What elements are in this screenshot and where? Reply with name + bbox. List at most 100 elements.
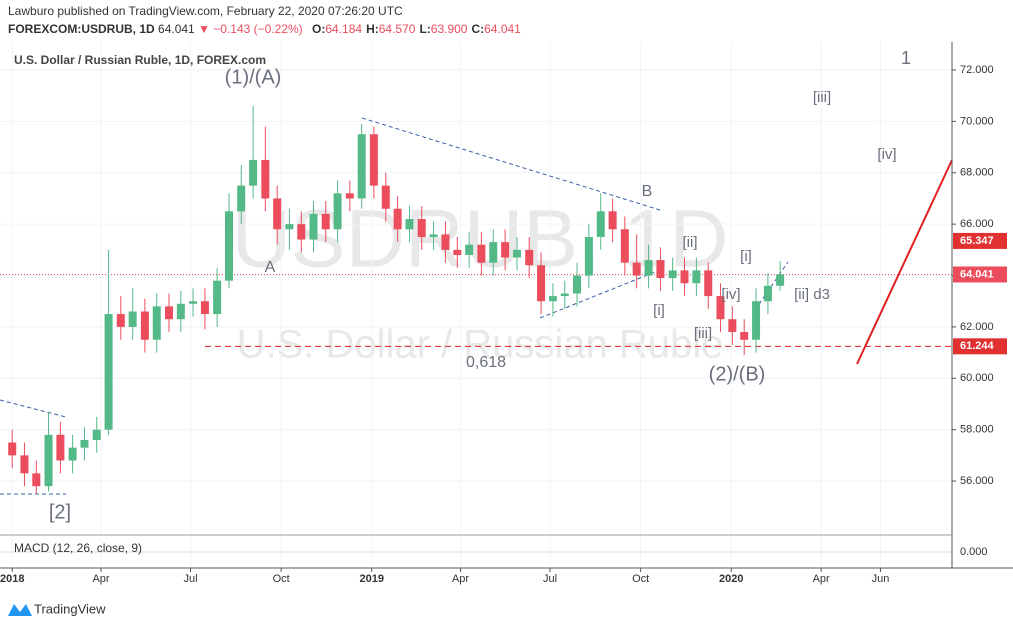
candle-body bbox=[56, 434, 65, 461]
price-label: 61.244 bbox=[960, 340, 995, 352]
y-tick-label: 58.000 bbox=[960, 424, 994, 436]
candle-body bbox=[369, 134, 378, 186]
y-tick-label: 62.000 bbox=[960, 321, 994, 333]
candle-body bbox=[213, 280, 222, 315]
wave-label: A bbox=[265, 259, 276, 276]
candle-body bbox=[321, 213, 330, 230]
wave-label: [ii] d3 bbox=[794, 286, 830, 303]
candle-body bbox=[249, 159, 258, 186]
change: ▼ −0.143 (−0.22%) bbox=[198, 22, 303, 36]
candle-body bbox=[584, 236, 593, 276]
y-tick-label: 70.000 bbox=[960, 115, 994, 127]
candle-body bbox=[512, 249, 521, 258]
ohlc-key: L: bbox=[419, 22, 430, 36]
price-label-box bbox=[953, 338, 1007, 355]
symbol-line: FOREXCOM:USDRUB, 1D 64.041 ▼ −0.143 (−0.… bbox=[8, 22, 521, 36]
candle-body bbox=[405, 219, 414, 230]
candle-body bbox=[740, 332, 749, 340]
price-label-box bbox=[953, 232, 1007, 249]
x-tick-label: Apr bbox=[452, 573, 469, 585]
x-tick-label: Jul bbox=[184, 573, 198, 585]
y-tick-label: 60.000 bbox=[960, 372, 994, 384]
candle-body bbox=[393, 208, 402, 230]
candle-body bbox=[80, 439, 89, 448]
candle-body bbox=[596, 211, 605, 237]
candle-body bbox=[200, 301, 209, 315]
candle-body bbox=[44, 434, 53, 487]
candle-body bbox=[333, 193, 342, 230]
ohlc-key: O: bbox=[312, 22, 325, 36]
x-tick-label: Oct bbox=[273, 573, 290, 585]
publisher: Lawburo published on TradingView.com, Fe… bbox=[8, 4, 403, 18]
candle-body bbox=[104, 314, 113, 430]
y-tick-label: 72.000 bbox=[960, 64, 994, 76]
candle-body bbox=[285, 224, 294, 230]
candle-body bbox=[560, 293, 569, 297]
candle-body bbox=[501, 242, 510, 258]
candle-body bbox=[465, 244, 474, 255]
wave-label: 0,618 bbox=[466, 354, 506, 371]
price-label: 65.347 bbox=[960, 235, 994, 247]
candle-body bbox=[692, 270, 701, 284]
price-label-box bbox=[953, 266, 1007, 283]
candle-body bbox=[297, 224, 306, 240]
wave-label: [i] bbox=[653, 302, 665, 319]
candle-body bbox=[668, 270, 677, 279]
x-tick-label: Apr bbox=[92, 573, 109, 585]
candle-body bbox=[261, 159, 270, 199]
wave-label: (2)/(B) bbox=[709, 363, 766, 385]
candle-body bbox=[656, 260, 665, 279]
x-tick-label: Apr bbox=[813, 573, 830, 585]
ohlc-value: 64.041 bbox=[484, 22, 521, 36]
x-tick-label: Oct bbox=[632, 573, 649, 585]
ohlc-value: 64.184 bbox=[325, 22, 362, 36]
x-tick-label: 2018 bbox=[0, 573, 24, 585]
candle-body bbox=[763, 285, 772, 302]
candle-body bbox=[632, 262, 641, 276]
candle-body bbox=[128, 311, 137, 327]
candle-body bbox=[176, 303, 185, 320]
watermark: USDRUB, 1D bbox=[232, 194, 729, 285]
candle-body bbox=[680, 270, 689, 284]
candle-body bbox=[237, 185, 246, 212]
candle-body bbox=[225, 211, 234, 281]
candle-body bbox=[716, 296, 725, 320]
candle-body bbox=[345, 193, 354, 199]
candle-body bbox=[548, 296, 557, 302]
macd-tick-label: 0.000 bbox=[960, 546, 988, 558]
footer: TradingView bbox=[34, 601, 106, 616]
candle-body bbox=[776, 274, 785, 286]
candle-body bbox=[116, 314, 125, 327]
candle-body bbox=[273, 198, 282, 230]
plot: USDRUB, 1D U.S. Dollar / Russian Ruble (1)… bbox=[0, 42, 953, 568]
wave-label: [iii] bbox=[813, 89, 831, 106]
ohlc-value: 64.570 bbox=[379, 22, 416, 36]
wave-label: [iii] bbox=[694, 325, 712, 342]
candle-body bbox=[8, 442, 17, 456]
wave-label: (1)/(A) bbox=[225, 66, 282, 88]
candle-body bbox=[441, 234, 450, 250]
trend-line bbox=[361, 117, 661, 211]
candle-body bbox=[32, 473, 41, 487]
wave-label: [iv] bbox=[721, 286, 740, 303]
candle-body bbox=[309, 213, 318, 240]
x-tick-label: 2020 bbox=[719, 573, 743, 585]
wave-label: [2] bbox=[49, 501, 71, 523]
candle-body bbox=[189, 301, 198, 304]
candle-body bbox=[537, 265, 546, 302]
candle-body bbox=[140, 311, 149, 340]
symbol: FOREXCOM:USDRUB, 1D bbox=[8, 22, 155, 36]
candle-body bbox=[620, 229, 629, 263]
candle-body bbox=[68, 447, 77, 461]
candle-body bbox=[752, 301, 761, 340]
ohlc-key: C: bbox=[471, 22, 484, 36]
candle-body bbox=[92, 429, 101, 440]
candle-body bbox=[477, 244, 486, 263]
candle-body bbox=[357, 134, 366, 199]
x-tick-label: Jun bbox=[872, 573, 890, 585]
candle-body bbox=[608, 211, 617, 230]
trend-line bbox=[0, 399, 67, 418]
x-tick-label: Jul bbox=[543, 573, 557, 585]
ohlc-key: H: bbox=[366, 22, 379, 36]
